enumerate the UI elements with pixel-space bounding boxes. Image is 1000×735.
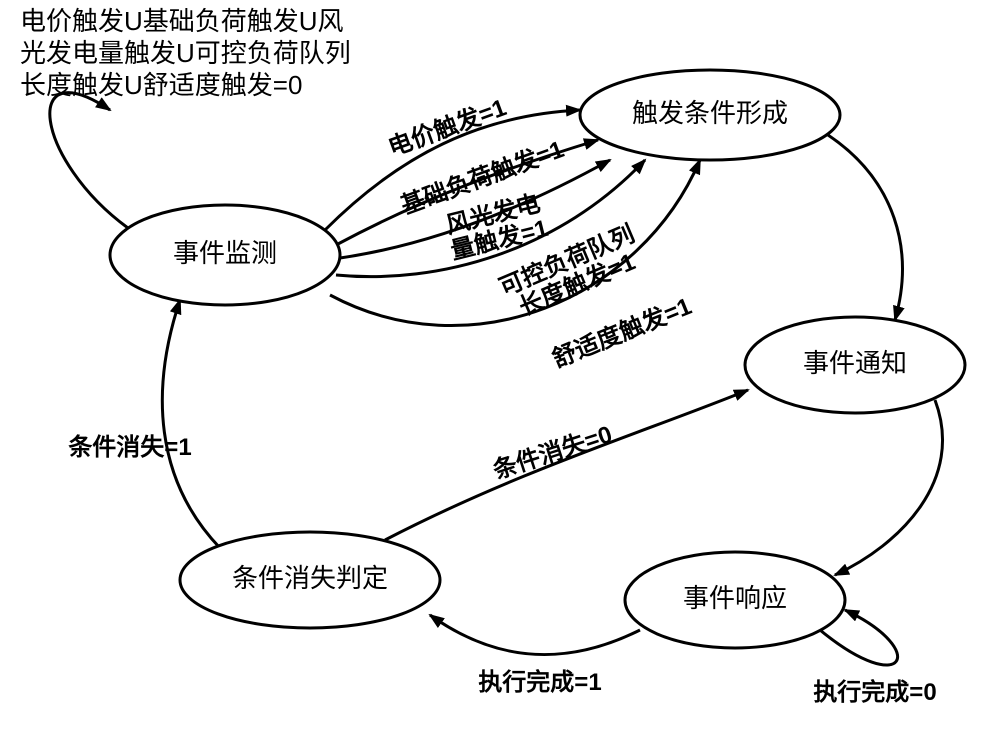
edge-respond-judge xyxy=(430,615,640,655)
edge-label-respond-judge: 执行完成=1 xyxy=(478,668,601,696)
edge-trigger-notify xyxy=(828,135,902,320)
edge-label-e-price: 电价触发=1 xyxy=(385,93,511,162)
svg-text:条件消失=1: 条件消失=1 xyxy=(68,434,191,461)
edge-label-judge-notify: 条件消失=0 xyxy=(490,421,616,485)
node-notify: 事件通知 xyxy=(745,317,965,413)
edge-judge-notify xyxy=(385,390,748,540)
svg-text:条件消失=0: 条件消失=0 xyxy=(490,421,616,485)
edge-self-monitor xyxy=(50,93,128,228)
node-judge: 条件消失判定 xyxy=(180,532,440,628)
top-text-line: 长度触发U舒适度触发=0 xyxy=(20,70,302,100)
node-label: 条件消失判定 xyxy=(232,563,388,593)
svg-text:电价触发=1: 电价触发=1 xyxy=(385,93,511,162)
svg-text:舒适度触发=1: 舒适度触发=1 xyxy=(548,292,695,373)
node-monitor: 事件监测 xyxy=(110,205,340,305)
node-label: 事件通知 xyxy=(803,348,907,378)
top-text: 电价触发U基础负荷触发U风光发电量触发U可控负荷队列长度触发U舒适度触发=0 xyxy=(20,6,351,100)
node-label: 触发条件形成 xyxy=(632,98,788,128)
svg-text:执行完成=1: 执行完成=1 xyxy=(478,668,601,696)
node-respond: 事件响应 xyxy=(625,552,845,648)
node-label: 事件监测 xyxy=(173,238,277,268)
svg-text:执行完成=0: 执行完成=0 xyxy=(813,678,936,706)
edge-judge-monitor xyxy=(162,300,220,548)
state-diagram: 事件监测触发条件形成事件通知事件响应条件消失判定 电价触发=1基础负荷触发=1风… xyxy=(0,0,1000,735)
edge-label-e-comfort: 舒适度触发=1 xyxy=(548,292,695,373)
node-label: 事件响应 xyxy=(683,583,787,613)
edge-label-respond-self: 执行完成=0 xyxy=(813,678,936,706)
top-text-line: 电价触发U基础负荷触发U风 xyxy=(20,6,344,36)
node-trigger: 触发条件形成 xyxy=(580,70,840,160)
edge-notify-respond xyxy=(835,400,943,575)
top-text-line: 光发电量触发U可控负荷队列 xyxy=(20,38,351,68)
edge-label-judge-monitor: 条件消失=1 xyxy=(68,434,191,461)
